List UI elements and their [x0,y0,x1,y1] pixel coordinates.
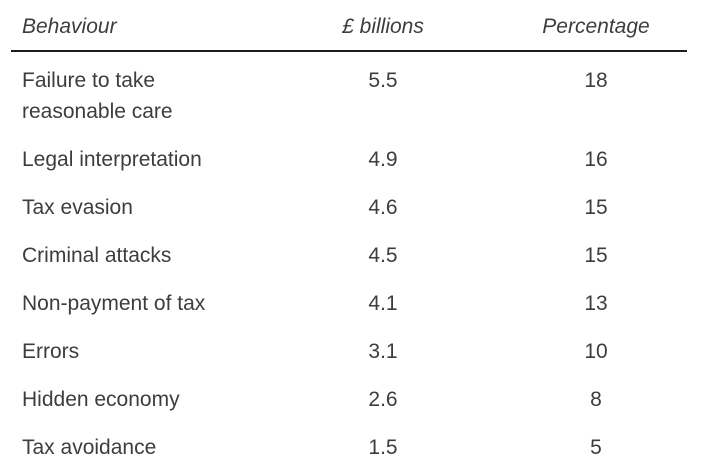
header-behaviour: Behaviour [11,6,261,52]
billions-cell: 4.1 [368,292,398,315]
billions-cell: 4.6 [368,196,398,219]
percentage-cell: 18 [584,69,608,92]
table-row: Criminal attacks 4.5 15 [11,231,687,279]
behaviour-cell: Tax evasion [11,183,261,231]
billions-cell: 5.5 [368,69,398,92]
behaviour-text: Tax avoidance [22,436,157,459]
table-row: Tax evasion 4.6 15 [11,183,687,231]
behaviour-text: Legal interpretation [22,148,202,171]
behaviour-cell: Failure to take reasonable care [11,51,261,135]
tax-gap-table: Behaviour £ billions Percentage Failure … [11,6,687,466]
behaviour-cell: Hidden economy [11,375,261,423]
billions-cell: 1.5 [368,436,398,459]
behaviour-text: Failure to take reasonable care [22,69,173,123]
percentage-cell: 13 [584,292,608,315]
table-row: Non-payment of tax 4.1 13 [11,279,687,327]
tax-gap-table-container: Behaviour £ billions Percentage Failure … [11,6,687,466]
table-row: Errors 3.1 10 [11,327,687,375]
table-row: Legal interpretation 4.9 16 [11,135,687,183]
behaviour-text: Criminal attacks [22,244,172,267]
percentage-cell: 5 [590,436,602,459]
behaviour-text: Hidden economy [22,388,180,411]
billions-cell: 4.9 [368,148,398,171]
table-row: Hidden economy 2.6 8 [11,375,687,423]
behaviour-cell: Tax avoidance [11,423,261,466]
billions-cell: 2.6 [368,388,398,411]
billions-cell: 4.5 [368,244,398,267]
header-billions: £ billions [261,6,505,52]
percentage-cell: 16 [584,148,608,171]
behaviour-cell: Criminal attacks [11,231,261,279]
percentage-cell: 10 [584,340,608,363]
percentage-cell: 15 [584,196,608,219]
percentage-cell: 8 [590,388,602,411]
behaviour-text: Non-payment of tax [22,292,206,315]
billions-cell: 3.1 [368,340,398,363]
behaviour-text: Tax evasion [22,196,133,219]
header-percentage: Percentage [505,6,687,52]
table-row: Failure to take reasonable care 5.5 18 [11,51,687,135]
table-row: Tax avoidance 1.5 5 [11,423,687,466]
behaviour-cell: Errors [11,327,261,375]
behaviour-cell: Non-payment of tax [11,279,261,327]
table-header-row: Behaviour £ billions Percentage [11,6,687,52]
percentage-cell: 15 [584,244,608,267]
behaviour-cell: Legal interpretation [11,135,261,183]
behaviour-text: Errors [22,340,80,363]
